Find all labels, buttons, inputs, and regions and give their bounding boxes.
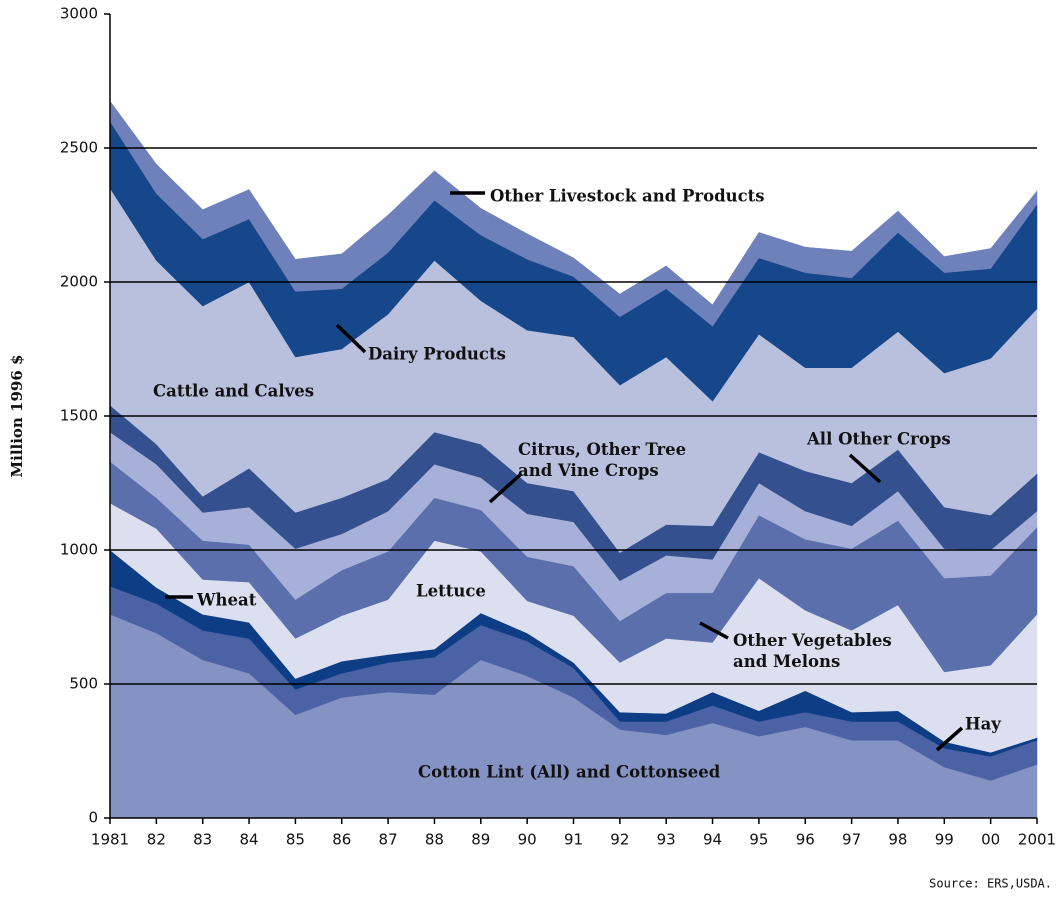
x-tick-label: 97 — [842, 831, 861, 849]
x-tick-label: 1981 — [91, 831, 129, 849]
x-tick-label: 82 — [147, 831, 166, 849]
y-tick-label: 1500 — [60, 407, 98, 425]
label-line: Other Vegetables — [733, 631, 897, 650]
y-tick-label: 2000 — [60, 273, 98, 291]
x-tick-label: 99 — [935, 831, 954, 849]
series-label: Citrus, Other Tree and Vine Crops — [518, 440, 692, 480]
leader-line — [935, 726, 964, 752]
x-tick-label: 86 — [332, 831, 351, 849]
x-tick-label: 95 — [749, 831, 768, 849]
label-line: and Melons — [733, 652, 840, 671]
series-label: Wheat — [196, 591, 257, 610]
series-label: Dairy Products — [368, 345, 506, 364]
x-tick-label: 84 — [240, 831, 259, 849]
y-tick-label: 0 — [88, 809, 98, 827]
y-axis-label: Million 1996 $ — [8, 355, 26, 478]
series-label: Other Vegetables and Melons — [733, 631, 897, 671]
y-tick-label: 1000 — [60, 541, 98, 559]
y-tick-label: 3000 — [60, 5, 98, 23]
label-line: and Vine Crops — [518, 461, 659, 480]
x-tick-label: 93 — [657, 831, 676, 849]
leader-line — [488, 473, 522, 504]
x-tick-label: 98 — [888, 831, 907, 849]
x-tick-label: 96 — [796, 831, 815, 849]
x-tick-label: 85 — [286, 831, 305, 849]
leader-line — [335, 323, 367, 354]
y-tick-label: 2500 — [60, 139, 98, 157]
label-line: Citrus, Other Tree — [518, 440, 692, 459]
area — [109, 100, 1038, 327]
x-tick-label: 91 — [564, 831, 583, 849]
x-tick-label: 87 — [379, 831, 398, 849]
x-tick-label: 00 — [981, 831, 1000, 849]
x-tick-label: 92 — [610, 831, 629, 849]
x-tick-label: 83 — [193, 831, 212, 849]
series-label: Cotton Lint (All) and Cottonseed — [418, 763, 721, 782]
x-tick-label: 89 — [471, 831, 490, 849]
series-label: Lettuce — [416, 582, 486, 601]
x-tick-label: 2001 — [1018, 831, 1056, 849]
series-label: Other Livestock and Products — [490, 187, 765, 206]
source: Source: ERS,USDA. — [929, 877, 1052, 891]
y-tick-label: 500 — [69, 675, 98, 693]
series-label: Cattle and Calves — [153, 382, 314, 401]
overlay: 0 500 1000 1500 2000 2500 3000 1981 82 83 84 85 86 87… — [60, 5, 1056, 849]
x-tick-label: 88 — [425, 831, 444, 849]
x-tick-label: 90 — [518, 831, 537, 849]
x-tick-label: 94 — [703, 831, 722, 849]
leader-line — [848, 453, 882, 484]
series-label: All Other Crops — [806, 430, 951, 449]
series-label: Hay — [965, 715, 1001, 734]
leader-line — [699, 621, 729, 640]
